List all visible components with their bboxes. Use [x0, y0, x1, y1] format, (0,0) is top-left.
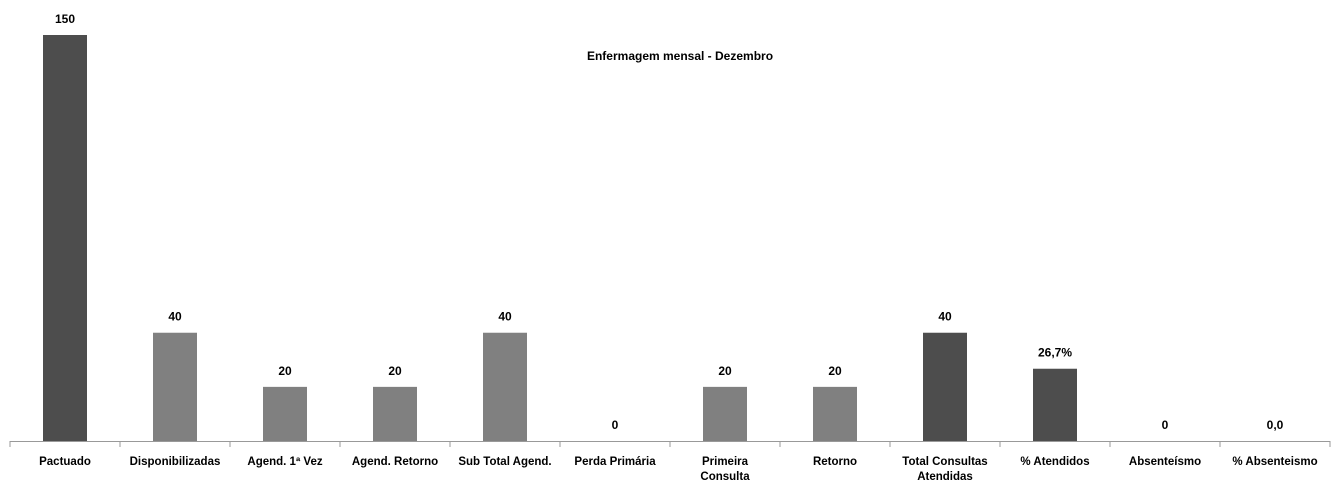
bar [263, 386, 307, 441]
x-tick-label: Total Consultas Atendidas [890, 455, 1000, 485]
x-tick-text: Sub Total Agend. [458, 456, 552, 468]
x-tick-label: % Atendidos [1000, 455, 1110, 470]
x-tick-text: Pactuado [39, 456, 91, 468]
x-tick-text: Agend. 1ª Vez [247, 456, 323, 468]
data-label: 40 [498, 310, 512, 324]
x-tick-text: Retorno [812, 456, 858, 468]
bar [1033, 368, 1077, 441]
data-label: 0,0 [1267, 418, 1284, 432]
chart-title: Enfermagem mensal - Dezembro [587, 49, 773, 63]
bar [43, 35, 87, 441]
data-label: 26,7% [1038, 346, 1072, 360]
x-tick-label: Retorno [780, 455, 890, 470]
x-tick-label: Disponibilizadas [120, 455, 230, 470]
x-tick-label: Absenteísmo [1110, 455, 1220, 470]
x-tick-text: Absenteísmo [1128, 456, 1202, 468]
bar [813, 386, 857, 441]
data-label: 20 [388, 364, 402, 378]
bar [153, 332, 197, 441]
x-tick-label: Perda Primária [560, 455, 670, 470]
bar [703, 386, 747, 441]
data-label: 20 [828, 364, 842, 378]
data-label: 150 [55, 12, 75, 26]
bar [923, 332, 967, 441]
x-tick-label: Agend. Retorno [340, 455, 450, 470]
x-tick-text: Primeira Consulta [700, 456, 750, 483]
data-label: 40 [168, 310, 182, 324]
data-label: 20 [278, 364, 292, 378]
x-tick-text: % Absenteismo [1232, 456, 1318, 468]
bar [483, 332, 527, 441]
x-tick-label: Agend. 1ª Vez [230, 455, 340, 470]
x-tick-text: Disponibilizadas [129, 456, 221, 468]
x-tick-label: Pactuado [10, 455, 120, 470]
x-tick-label: % Absenteismo [1220, 455, 1330, 470]
data-label: 40 [938, 310, 952, 324]
x-tick-text: Perda Primária [574, 456, 656, 468]
data-label: 0 [612, 418, 619, 432]
x-tick-label: Sub Total Agend. [450, 455, 560, 470]
x-tick-text: Total Consultas Atendidas [902, 456, 988, 483]
data-label: 20 [718, 364, 732, 378]
x-tick-text: % Atendidos [1020, 456, 1090, 468]
bar [373, 386, 417, 441]
data-label: 0 [1162, 418, 1169, 432]
x-tick-label: Primeira Consulta [670, 455, 780, 485]
x-tick-text: Agend. Retorno [351, 456, 439, 468]
